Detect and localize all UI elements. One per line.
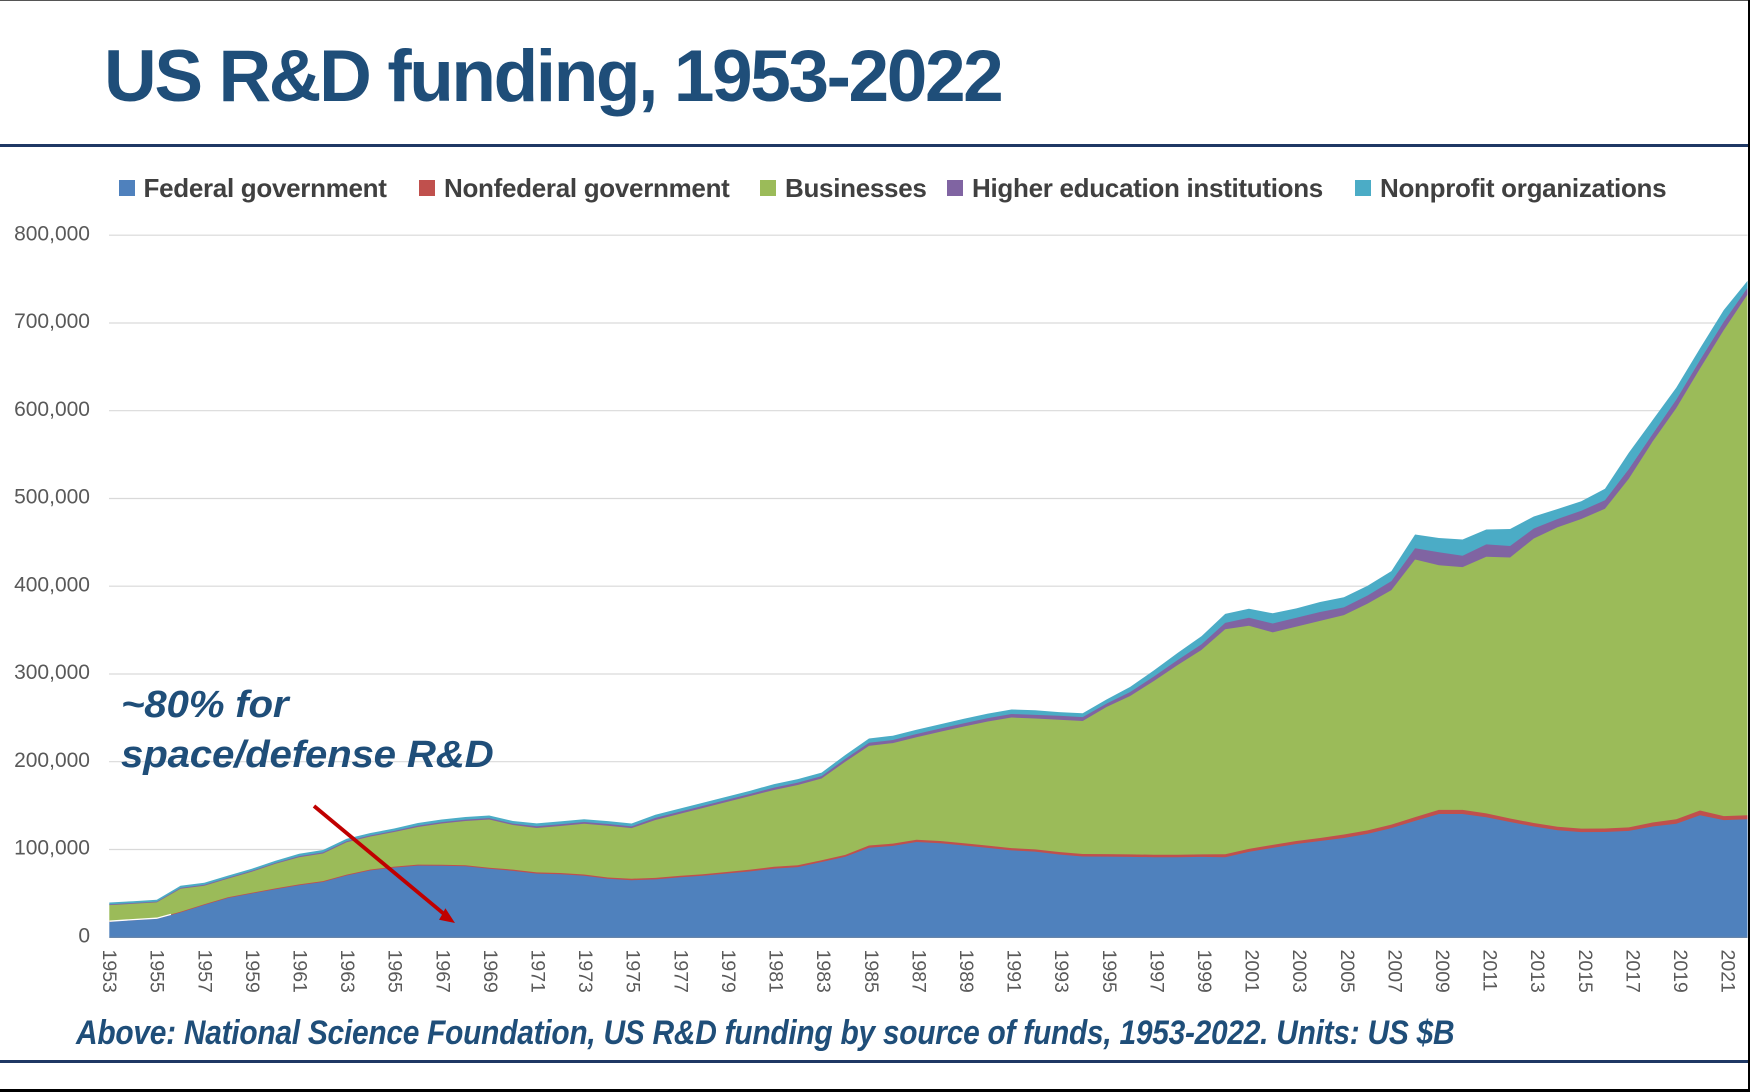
svg-text:2019: 2019 <box>1669 950 1691 993</box>
svg-text:700,000: 700,000 <box>14 310 90 333</box>
svg-text:600,000: 600,000 <box>14 398 90 421</box>
svg-text:1969: 1969 <box>479 950 501 993</box>
svg-text:2009: 2009 <box>1431 950 1453 993</box>
svg-text:1967: 1967 <box>431 950 453 993</box>
svg-text:1963: 1963 <box>336 950 358 993</box>
svg-text:100,000: 100,000 <box>14 837 90 860</box>
svg-text:300,000: 300,000 <box>14 661 90 684</box>
svg-text:1981: 1981 <box>765 950 787 993</box>
svg-text:2021: 2021 <box>1717 950 1739 993</box>
svg-text:2005: 2005 <box>1336 950 1358 994</box>
svg-text:2001: 2001 <box>1241 950 1263 993</box>
svg-text:1987: 1987 <box>907 950 929 993</box>
svg-text:1989: 1989 <box>955 950 977 993</box>
svg-text:2013: 2013 <box>1526 950 1548 993</box>
svg-text:1991: 1991 <box>1003 950 1025 993</box>
svg-text:1955: 1955 <box>146 950 168 994</box>
svg-text:1965: 1965 <box>384 950 406 994</box>
svg-text:1959: 1959 <box>241 950 263 993</box>
svg-text:1973: 1973 <box>574 950 596 993</box>
svg-text:1971: 1971 <box>527 950 549 993</box>
svg-text:2007: 2007 <box>1383 950 1405 993</box>
svg-text:1993: 1993 <box>1050 950 1072 993</box>
svg-text:1979: 1979 <box>717 950 739 993</box>
svg-text:1995: 1995 <box>1098 950 1120 994</box>
svg-text:400,000: 400,000 <box>14 573 90 596</box>
svg-text:1983: 1983 <box>812 950 834 993</box>
svg-text:1997: 1997 <box>1145 950 1167 993</box>
svg-text:2015: 2015 <box>1574 950 1596 994</box>
svg-text:500,000: 500,000 <box>14 486 90 509</box>
svg-text:800,000: 800,000 <box>14 222 90 245</box>
svg-text:1975: 1975 <box>622 950 644 994</box>
svg-text:1957: 1957 <box>193 950 215 993</box>
svg-text:1953: 1953 <box>98 950 120 993</box>
svg-text:200,000: 200,000 <box>14 749 90 772</box>
svg-text:1985: 1985 <box>860 950 882 994</box>
svg-text:0: 0 <box>78 924 90 947</box>
svg-text:2003: 2003 <box>1288 950 1310 993</box>
svg-text:1977: 1977 <box>669 950 691 993</box>
svg-text:2011: 2011 <box>1479 950 1501 992</box>
svg-text:1999: 1999 <box>1193 950 1215 993</box>
svg-text:1961: 1961 <box>289 950 311 993</box>
svg-text:2017: 2017 <box>1621 950 1643 993</box>
